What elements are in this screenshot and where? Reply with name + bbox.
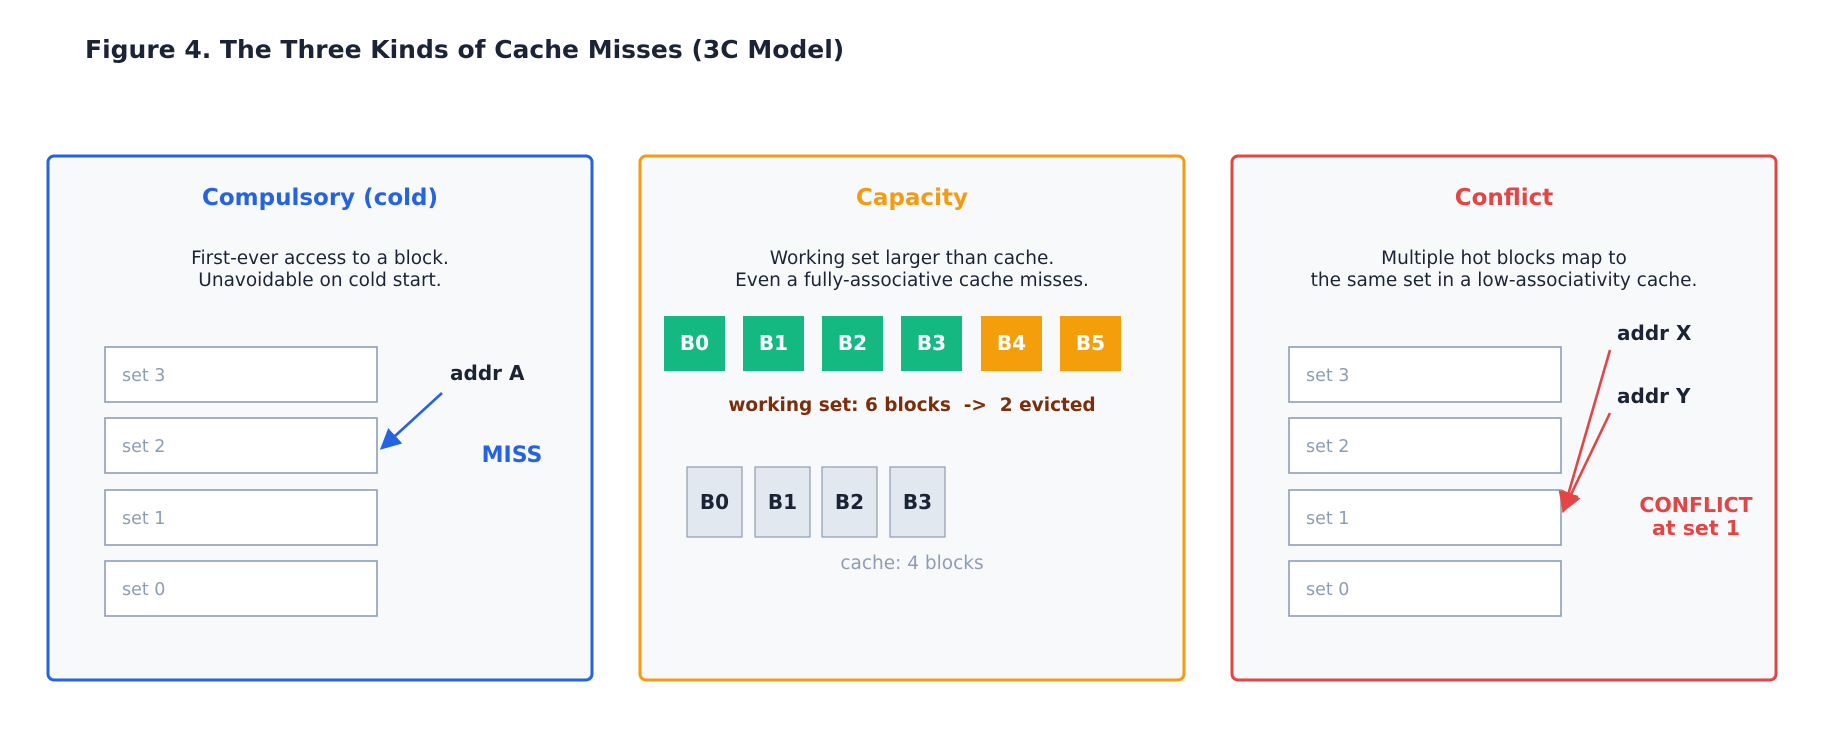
conflict-label-line1: CONFLICT xyxy=(1639,493,1752,517)
set-label: set 0 xyxy=(122,580,165,600)
addr-a-label: addr A xyxy=(450,361,525,385)
working-block-label: B1 xyxy=(759,331,788,355)
compulsory-cache-sets: set 3 set 2 set 1 set 0 xyxy=(104,346,378,617)
set-box xyxy=(1288,417,1562,474)
panel-compulsory-desc-line2: Unavoidable on cold start. xyxy=(198,270,441,291)
working-block-label: B3 xyxy=(917,331,946,355)
evicted-block xyxy=(981,316,1042,371)
evicted-block-label: B4 xyxy=(997,331,1026,355)
cache-block xyxy=(754,466,811,538)
cache-block xyxy=(889,466,946,538)
panel-capacity: Capacity Working set larger than cache. … xyxy=(638,154,1186,682)
cache-capacity-label: cache: 4 blocks xyxy=(840,553,983,574)
addr-a-arrow xyxy=(379,392,443,450)
panel-capacity-desc-line2: Even a fully-associative cache misses. xyxy=(735,270,1089,291)
set-label: set 2 xyxy=(1306,437,1349,457)
addr-x-arrow xyxy=(1558,349,1612,513)
set-label: set 2 xyxy=(122,437,165,457)
working-set-label: working set: 6 blocks -> 2 evicted xyxy=(728,395,1095,416)
working-block xyxy=(822,316,883,371)
set-label: set 3 xyxy=(122,366,165,386)
evicted-block xyxy=(1060,316,1121,371)
panel-capacity-frame xyxy=(638,154,1186,682)
working-set-blocks: B0 B1 B2 B3 B4 B5 xyxy=(664,316,1121,371)
working-block xyxy=(743,316,804,371)
cache-block-label: B0 xyxy=(700,490,729,514)
cache-block-label: B3 xyxy=(903,490,932,514)
addr-y-arrow xyxy=(1561,412,1612,513)
panel-compulsory: Compulsory (cold) First-ever access to a… xyxy=(46,154,594,682)
miss-label: MISS xyxy=(482,443,543,468)
set-box xyxy=(104,489,378,546)
working-block-label: B0 xyxy=(680,331,709,355)
cache-block xyxy=(686,466,743,538)
panel-capacity-desc-line1: Working set larger than cache. xyxy=(770,248,1054,269)
panel-capacity-title: Capacity xyxy=(856,185,968,211)
panel-compulsory-title: Compulsory (cold) xyxy=(202,185,438,211)
set-box xyxy=(1288,560,1562,617)
set-box xyxy=(104,560,378,617)
evicted-block-label: B5 xyxy=(1076,331,1105,355)
set-label: set 3 xyxy=(1306,366,1349,386)
set-box xyxy=(104,417,378,474)
addr-y-label: addr Y xyxy=(1617,384,1691,408)
set-box xyxy=(1288,346,1562,403)
panel-conflict: Conflict Multiple hot blocks map to the … xyxy=(1230,154,1778,682)
panel-conflict-desc-line2: the same set in a low-associativity cach… xyxy=(1311,270,1698,291)
figure-title: Figure 4. The Three Kinds of Cache Misse… xyxy=(85,35,844,64)
conflict-label-line2: at set 1 xyxy=(1652,516,1740,540)
addr-x-label: addr X xyxy=(1617,321,1692,345)
cache-block-label: B1 xyxy=(768,490,797,514)
working-block-label: B2 xyxy=(838,331,867,355)
working-block xyxy=(901,316,962,371)
conflict-cache-sets: set 3 set 2 set 1 set 0 xyxy=(1288,346,1562,617)
set-label: set 1 xyxy=(1306,509,1349,529)
working-block xyxy=(664,316,725,371)
cache-blocks: B0 B1 B2 B3 xyxy=(686,466,946,538)
cache-block-label: B2 xyxy=(835,490,864,514)
set-label: set 0 xyxy=(1306,580,1349,600)
panel-conflict-desc-line1: Multiple hot blocks map to xyxy=(1381,248,1627,269)
set-box xyxy=(104,346,378,403)
cache-block xyxy=(821,466,878,538)
panel-conflict-title: Conflict xyxy=(1455,185,1554,211)
panel-compulsory-desc-line1: First-ever access to a block. xyxy=(191,248,449,269)
set-label: set 1 xyxy=(122,509,165,529)
set-box xyxy=(1288,489,1562,546)
